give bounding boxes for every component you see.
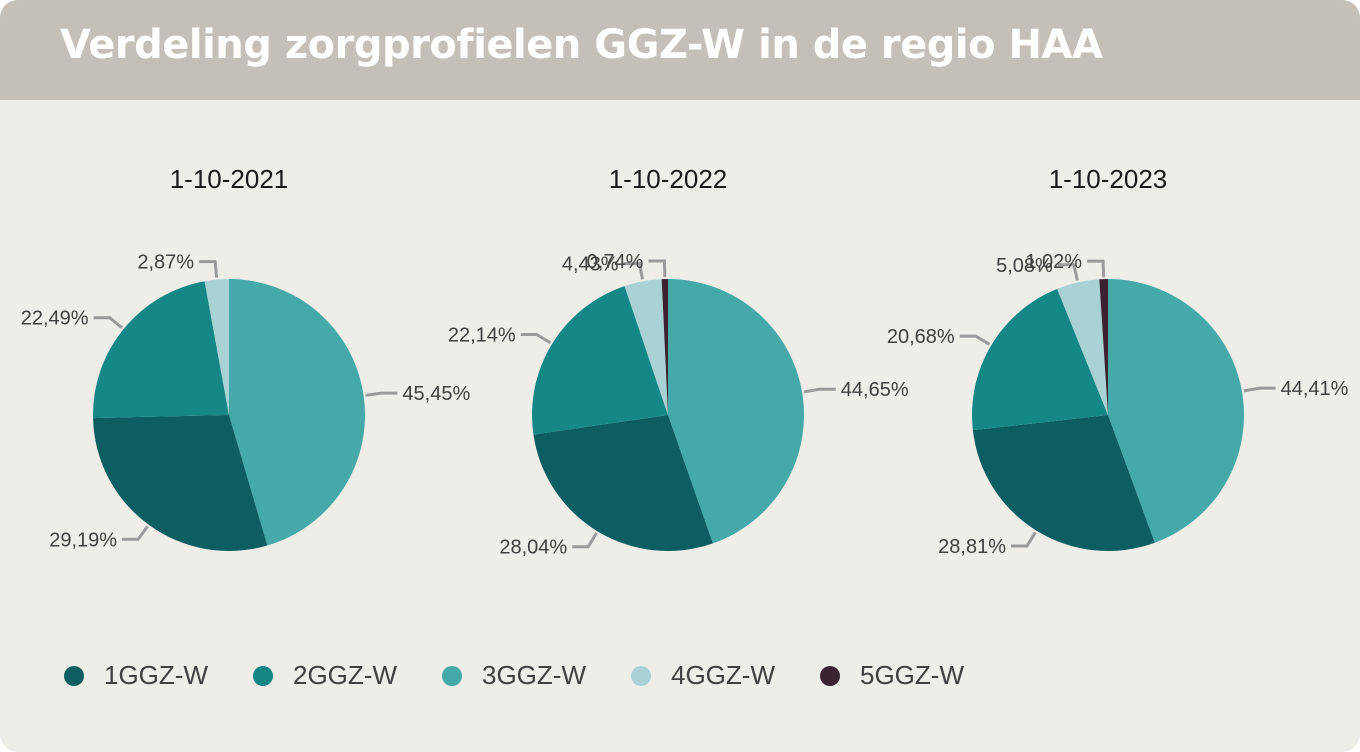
pie-slice-4ggz-w: [204, 279, 229, 415]
leader-line: [959, 334, 991, 346]
legend-swatch-3ggz-w: [442, 666, 462, 686]
data-label-5ggz-w: 1,02%: [1025, 251, 1082, 273]
leader-line: [199, 260, 219, 278]
data-label-1ggz-w: 28,81%: [938, 536, 1006, 558]
pie-title: 1-10-2023: [1049, 164, 1168, 194]
pie-slice-1ggz-w: [533, 415, 713, 552]
pie-title: 1-10-2021: [170, 164, 289, 194]
data-label-2ggz-w: 22,49%: [21, 308, 89, 330]
pie-2: 1-10-2022 44,65% 28,04% 22,14% 4,43%0,74%: [448, 164, 909, 559]
data-label-2ggz-w: 22,14%: [448, 325, 516, 347]
pie-slice-5ggz-w: [661, 279, 668, 415]
leader-line: [1243, 386, 1276, 393]
pie-slice-3ggz-w: [229, 279, 365, 546]
legend-label-3ggz-w: 3GGZ-W: [482, 660, 586, 690]
pie-slice-1ggz-w: [972, 415, 1155, 552]
leader-line: [648, 259, 667, 278]
data-label-1ggz-w: 28,04%: [499, 537, 567, 559]
legend-swatch-1ggz-w: [64, 666, 84, 686]
leader-line: [572, 532, 598, 549]
title-bar: Verdeling zorgprofielen GGZ-W in de regi…: [0, 0, 1360, 100]
legend-swatch-5ggz-w: [820, 666, 840, 686]
legend-label-4ggz-w: 4GGZ-W: [671, 660, 775, 690]
pie-slice-2ggz-w: [972, 288, 1108, 431]
pie-title: 1-10-2022: [609, 164, 728, 194]
legend-label-5ggz-w: 5GGZ-W: [860, 660, 964, 690]
leader-line: [365, 391, 398, 397]
data-label-3ggz-w: 44,65%: [841, 379, 909, 401]
leader-line: [122, 525, 149, 541]
leader-line: [623, 262, 644, 280]
pie-slice-4ggz-w: [624, 279, 668, 415]
data-label-1ggz-w: 29,19%: [49, 529, 117, 551]
pie-slice-2ggz-w: [531, 286, 668, 435]
data-label-3ggz-w: 44,41%: [1281, 378, 1349, 400]
leader-line: [520, 333, 552, 345]
legend-swatch-4ggz-w: [631, 666, 651, 686]
leader-line: [1057, 263, 1079, 281]
pie-3: 1-10-2023 44,41% 28,81% 20,68% 5,08%1,02%: [887, 164, 1349, 558]
leader-line: [1011, 531, 1037, 548]
pie-slice-5ggz-w: [1099, 279, 1108, 415]
data-label-3ggz-w: 45,45%: [402, 383, 470, 405]
data-label-2ggz-w: 20,68%: [887, 326, 955, 348]
data-label-4ggz-w: 2,87%: [137, 252, 194, 274]
legend-swatch-2ggz-w: [253, 666, 273, 686]
pie-slice-3ggz-w: [1108, 279, 1245, 543]
pie-slice-4ggz-w: [1057, 279, 1108, 415]
legend-label-1ggz-w: 1GGZ-W: [104, 660, 208, 690]
leader-line: [93, 316, 123, 329]
leader-line: [803, 387, 836, 394]
data-label-5ggz-w: 0,74%: [587, 251, 644, 273]
data-label-4ggz-w: 4,43%: [562, 254, 619, 276]
pie-slice-3ggz-w: [668, 279, 805, 544]
leader-line: [1087, 259, 1106, 278]
data-label-4ggz-w: 5,08%: [996, 255, 1053, 277]
pie-charts: 1-10-202145,45%29,19%22,49%2,87%1-10-202…: [21, 164, 1349, 559]
pie-slice-1ggz-w: [93, 415, 268, 552]
legend-label-2ggz-w: 2GGZ-W: [293, 660, 397, 690]
pie-1: 1-10-2021 45,45% 29,19% 22,49% 2,87%: [21, 164, 471, 551]
pie-slice-2ggz-w: [92, 281, 229, 419]
page-title: Verdeling zorgprofielen GGZ-W in de regi…: [60, 22, 1103, 68]
